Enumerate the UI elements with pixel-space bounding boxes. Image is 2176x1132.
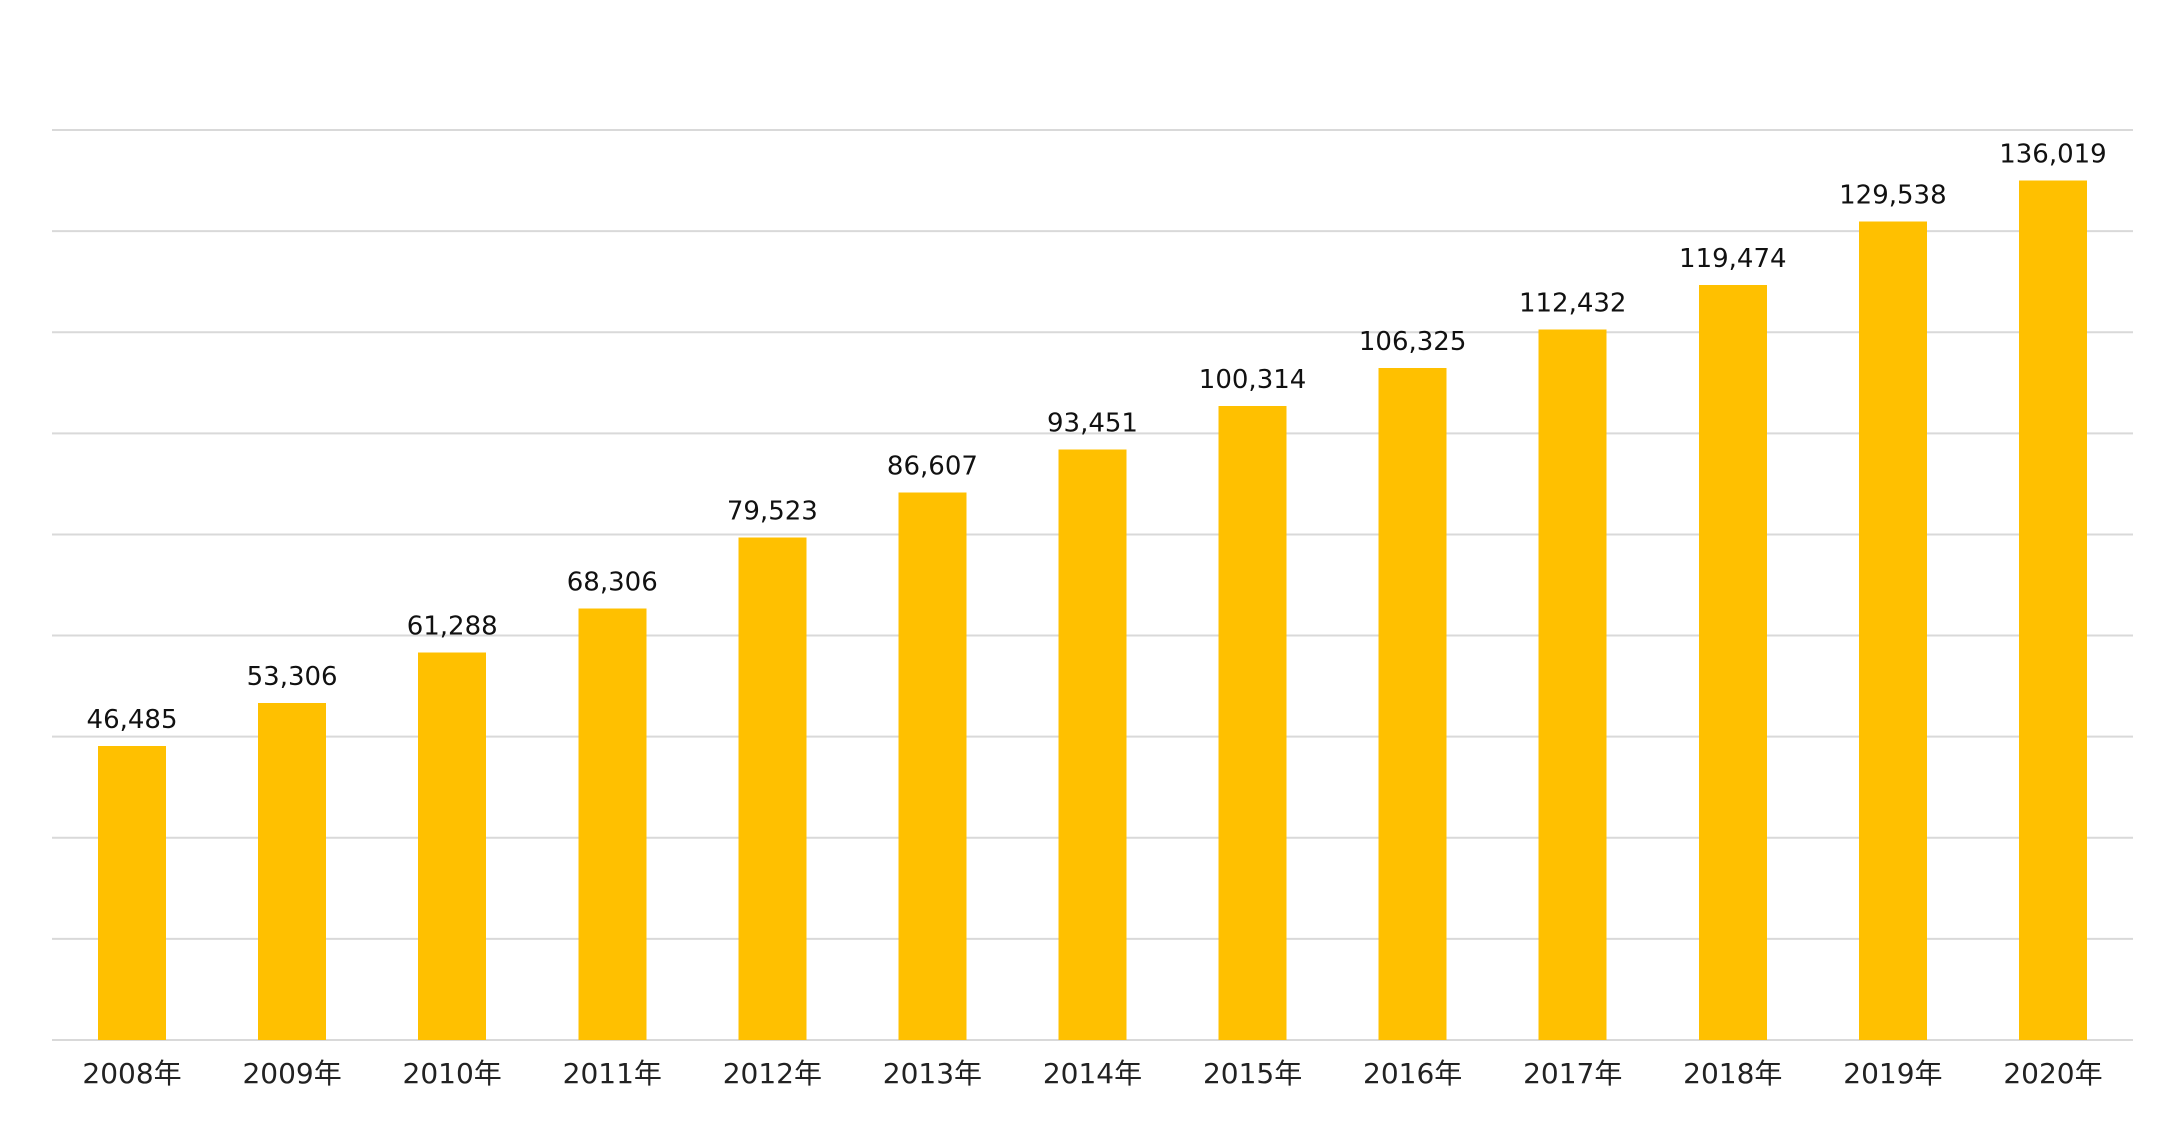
bar-2015年 [1218,406,1287,1040]
x-tick-label: 2017年 [1523,1057,1622,1090]
data-label: 68,306 [567,567,658,597]
data-label: 100,314 [1199,365,1307,395]
data-label: 79,523 [727,496,818,526]
data-label: 46,485 [87,705,178,735]
bar-2012年 [738,537,807,1040]
bar-2016年 [1378,368,1447,1040]
data-label: 53,306 [247,662,338,692]
x-tick-label: 2018年 [1683,1057,1782,1090]
bar-2020年 [2018,180,2087,1040]
x-tick-label: 2020年 [2003,1057,2102,1090]
data-label: 61,288 [407,612,498,642]
x-tick-label: 2008年 [82,1057,181,1090]
bar-2019年 [1858,221,1927,1041]
x-axis-tick-labels: 2008年 2009年 2010年 2011年 2012年 2013年 2014年 2015年… [82,1057,2102,1090]
data-label: 112,432 [1519,288,1627,318]
x-tick-label: 2016年 [1363,1057,1462,1090]
x-tick-label: 2014年 [1043,1057,1142,1090]
bar-2011年 [578,608,647,1040]
data-label: 136,019 [1999,139,2107,169]
bar-2018年 [1698,284,1767,1040]
bar-2010年 [418,652,487,1040]
x-tick-label: 2019年 [1843,1057,1942,1090]
data-label: 119,474 [1679,244,1787,274]
bar-2017年 [1538,329,1607,1041]
x-tick-label: 2009年 [242,1057,341,1090]
value-labels: 46,485 53,306 61,288 68,306 79,523 86,607 93,4… [87,139,2107,735]
x-tick-label: 2015年 [1203,1057,1302,1090]
data-label: 129,538 [1839,180,1947,210]
bar-2013年 [898,492,967,1040]
x-tick-label: 2011年 [563,1057,662,1090]
data-label: 86,607 [887,452,978,482]
bars [98,180,2087,1041]
data-label: 106,325 [1359,327,1467,357]
x-tick-label: 2013年 [883,1057,982,1090]
x-tick-label: 2012年 [723,1057,822,1090]
bar-2009年 [258,703,327,1040]
data-label: 93,451 [1047,408,1138,438]
x-tick-label: 2010年 [403,1057,502,1090]
bar-2008年 [98,746,167,1040]
bar-2014年 [1058,449,1127,1040]
